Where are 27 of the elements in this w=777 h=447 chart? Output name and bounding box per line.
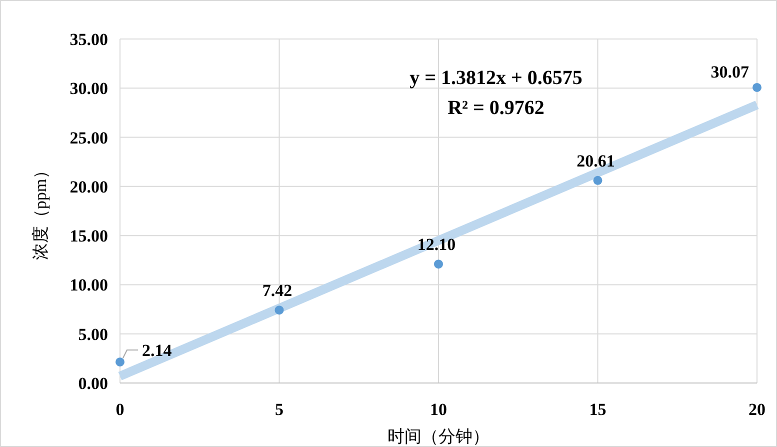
y-tick-label: 15.00 xyxy=(70,226,108,246)
y-tick-label: 0.00 xyxy=(78,374,108,393)
point xyxy=(752,82,762,92)
y-tick-label: 10.00 xyxy=(70,276,108,295)
point xyxy=(593,176,602,185)
point xyxy=(116,357,124,366)
x-tick-label: 5 xyxy=(275,400,284,419)
data-label: 2.14 xyxy=(142,340,172,360)
x-axis-title: 时间（分钟） xyxy=(388,427,490,446)
y-axis-title: 浓度（ppm） xyxy=(31,162,50,260)
y-tick-label: 25.00 xyxy=(70,128,108,148)
point xyxy=(434,260,443,269)
data-label: 30.07 xyxy=(710,62,750,82)
y-tick-label: 30.00 xyxy=(70,79,108,98)
y-tick-label: 20.00 xyxy=(70,177,108,196)
annotation: R² = 0.9762 xyxy=(448,97,544,119)
point xyxy=(274,306,284,315)
y-tick-label: 35.00 xyxy=(70,30,108,49)
x-tick-label: 0 xyxy=(116,400,124,419)
data-label: 12.10 xyxy=(417,235,456,254)
data-label: 7.42 xyxy=(262,281,292,300)
data-label: 20.61 xyxy=(576,151,615,170)
x-tick-label: 15 xyxy=(589,400,606,419)
x-tick-label: 20 xyxy=(748,400,766,419)
y-tick-label: 5.00 xyxy=(78,324,108,344)
annotation: y = 1.3812x + 0.6575 xyxy=(410,67,582,89)
x-tick-label: 10 xyxy=(430,400,447,419)
